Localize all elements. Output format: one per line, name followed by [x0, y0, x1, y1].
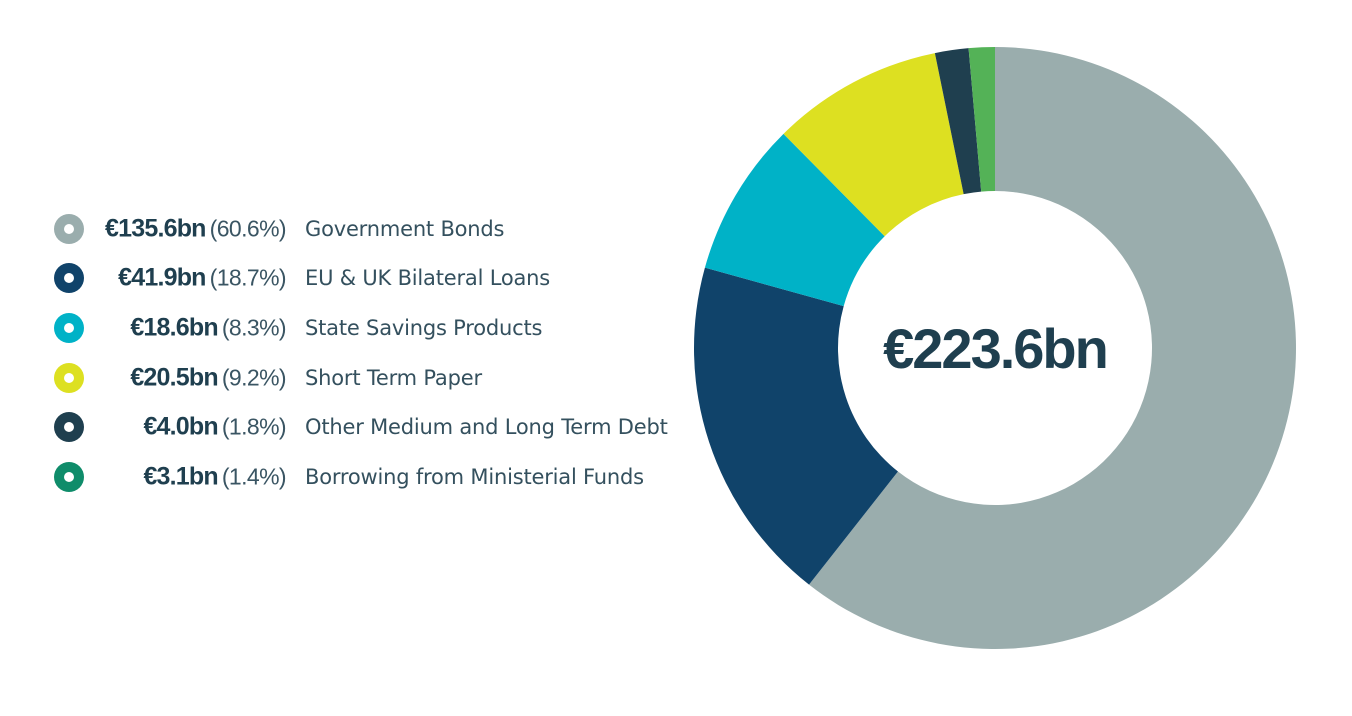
legend-label: State Savings Products — [305, 315, 543, 340]
legend-percent: (18.7%) — [209, 264, 287, 291]
legend-amount: €4.0bn — [143, 412, 218, 441]
legend-label: Government Bonds — [305, 216, 505, 241]
donut-slice-4 — [934, 48, 982, 195]
legend-marker-icon — [54, 461, 84, 492]
legend-item-state-savings: €18.6bn (8.3%) State Savings Products — [54, 303, 714, 353]
donut-total-label: €223.6bn — [883, 317, 1107, 380]
chart-legend: €135.6bn (60.6%) Government Bonds €41.9bn… — [54, 204, 714, 502]
legend-label: Other Medium and Long Term Debt — [305, 415, 668, 440]
legend-amount: €41.9bn — [118, 263, 206, 292]
legend-item-government-bonds: €135.6bn (60.6%) Government Bonds — [54, 204, 714, 254]
donut-slice-2 — [704, 133, 885, 307]
legend-marker-icon — [54, 263, 84, 294]
legend-amount: €3.1bn — [143, 462, 218, 491]
legend-marker-icon — [54, 213, 84, 244]
legend-marker-icon — [54, 412, 84, 443]
donut-slice-1 — [693, 267, 898, 585]
legend-marker-icon — [54, 312, 84, 343]
legend-amount: €20.5bn — [130, 363, 218, 392]
legend-label: Borrowing from Ministerial Funds — [305, 464, 644, 489]
legend-item-ministerial-funds: €3.1bn (1.4%) Borrowing from Ministerial … — [54, 452, 714, 502]
legend-amount: €135.6bn — [105, 214, 206, 243]
legend-item-short-term-paper: €20.5bn (9.2%) Short Term Paper — [54, 353, 714, 403]
donut-slice-3 — [783, 53, 964, 237]
donut-slice-0 — [809, 47, 1296, 649]
legend-percent: (1.4%) — [221, 463, 287, 490]
legend-amount: €18.6bn — [130, 313, 218, 342]
legend-marker-icon — [54, 362, 84, 393]
legend-percent: (1.8%) — [221, 413, 287, 440]
donut-slice-5 — [968, 47, 995, 192]
donut-slices — [693, 47, 1296, 649]
legend-percent: (9.2%) — [221, 364, 287, 391]
legend-item-bilateral-loans: €41.9bn (18.7%) EU & UK Bilateral Loans — [54, 254, 714, 304]
legend-percent: (8.3%) — [221, 314, 287, 341]
legend-percent: (60.6%) — [209, 215, 287, 242]
legend-item-other-debt: €4.0bn (1.8%) Other Medium and Long Term … — [54, 402, 714, 452]
legend-label: EU & UK Bilateral Loans — [305, 266, 550, 291]
legend-label: Short Term Paper — [305, 365, 482, 390]
